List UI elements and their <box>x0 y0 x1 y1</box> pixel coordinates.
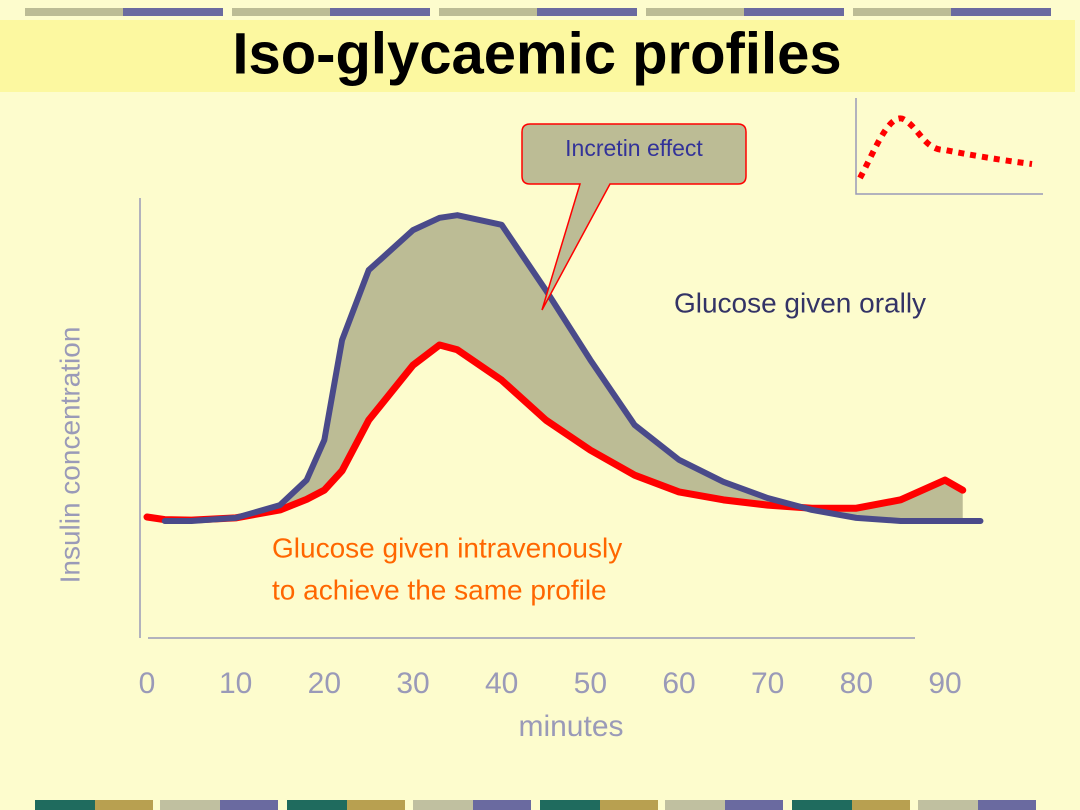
legend-label: Glucose given orally <box>674 287 926 318</box>
line-series <box>161 212 984 524</box>
x-tick-label: 20 <box>308 667 341 700</box>
x-tick-label: 60 <box>662 667 695 700</box>
x-tick-label: 40 <box>485 667 518 700</box>
x-tick-label: 80 <box>840 667 873 700</box>
y-axis-label: Insulin concentration <box>54 327 85 584</box>
chart-title: Iso-glycaemic profiles <box>232 21 841 86</box>
legend-label: Glucose given intravenously <box>272 532 622 563</box>
x-axis-label: minutes <box>518 710 623 743</box>
x-tick-label: 30 <box>396 667 429 700</box>
callout-text: Incretin effect <box>565 135 703 161</box>
axes <box>139 198 915 639</box>
bottom-stripes <box>35 800 1036 810</box>
inset-thumbnail <box>855 98 1043 195</box>
x-tick-label: 0 <box>139 667 156 700</box>
plot-area: 0 10 20 30 40 50 60 70 80 90 <box>139 212 984 700</box>
x-tick-label: 10 <box>219 667 252 700</box>
title-band <box>0 20 1075 92</box>
x-tick-label: 90 <box>928 667 961 700</box>
line-series <box>143 341 967 524</box>
top-stripes <box>25 8 1051 16</box>
annotation: to achieve the same profile <box>272 574 607 605</box>
callout: Incretin effect <box>521 123 747 311</box>
x-tick-label: 70 <box>751 667 784 700</box>
incretin-area <box>164 215 963 521</box>
x-tick-label: 50 <box>574 667 607 700</box>
